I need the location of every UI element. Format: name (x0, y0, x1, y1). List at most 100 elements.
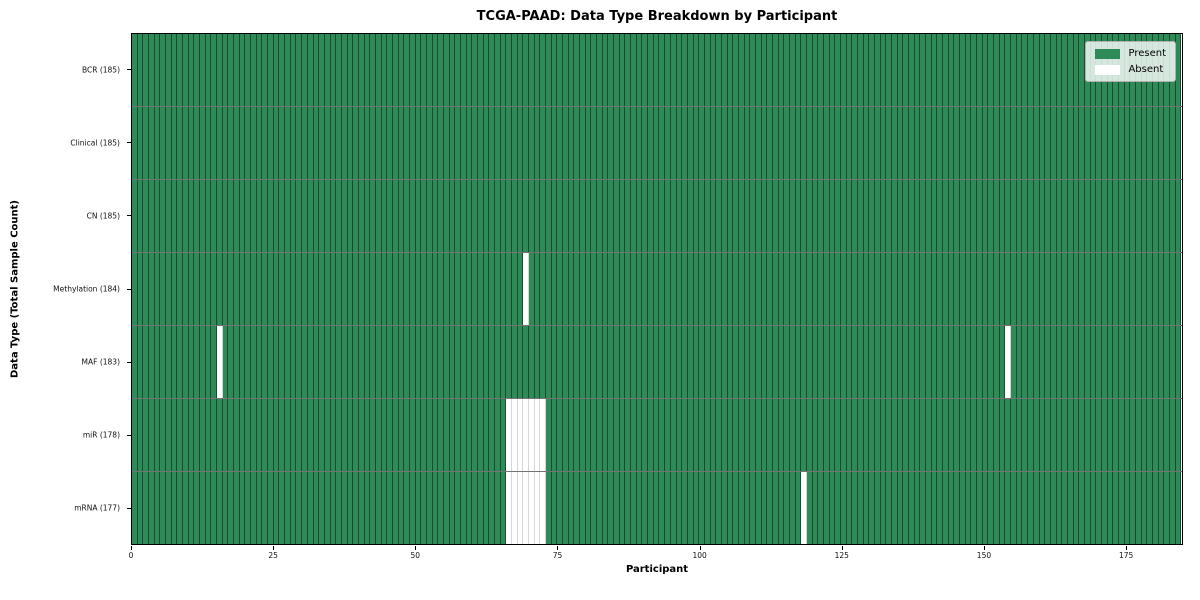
present-cell (636, 472, 643, 544)
present-cell (177, 472, 184, 544)
present-cell (472, 326, 478, 398)
present-cell (875, 34, 881, 106)
present-cell (375, 107, 382, 179)
present-cell (313, 399, 320, 471)
present-cell (341, 326, 348, 398)
present-cell (801, 107, 807, 179)
present-cell (982, 180, 989, 252)
present-cell (489, 253, 495, 325)
present-cell (353, 107, 359, 179)
present-cell (926, 326, 932, 398)
present-cell (880, 472, 887, 544)
present-cell (784, 253, 790, 325)
present-cell (290, 472, 297, 544)
present-cell (1084, 326, 1091, 398)
y-axis-tick-labels: BCR (185) Clinical (185) CN (185) Methylati… (0, 33, 131, 545)
present-cell (392, 399, 399, 471)
present-cell (1067, 472, 1074, 544)
present-cell (1056, 326, 1063, 398)
present-cell (1022, 326, 1029, 398)
present-cell (608, 180, 615, 252)
present-cell (251, 253, 257, 325)
present-cell (137, 472, 144, 544)
present-cell (806, 34, 813, 106)
present-cell (943, 34, 949, 106)
present-cell (296, 472, 303, 544)
present-cell (614, 399, 620, 471)
present-cell (631, 472, 637, 544)
present-cell (721, 472, 728, 544)
present-cell (784, 180, 790, 252)
y-tick-label-bcr: BCR (185) (81, 65, 120, 75)
present-cell (965, 472, 972, 544)
present-cell (619, 253, 626, 325)
present-cell (931, 399, 938, 471)
present-cell (744, 472, 751, 544)
present-cell (789, 326, 796, 398)
present-cell (364, 472, 371, 544)
present-cell (398, 472, 405, 544)
present-cell (710, 326, 717, 398)
present-cell (631, 326, 637, 398)
present-cell (693, 326, 700, 398)
present-cell (330, 253, 337, 325)
present-cell (205, 253, 212, 325)
present-cell (648, 253, 654, 325)
present-cell (755, 253, 762, 325)
present-cell (744, 34, 751, 106)
present-cell (160, 34, 167, 106)
present-cell (500, 472, 507, 544)
present-cell (171, 472, 178, 544)
present-cell (188, 180, 195, 252)
present-cell (614, 326, 620, 398)
present-cell (909, 34, 915, 106)
present-cell (1033, 107, 1040, 179)
present-cell (994, 472, 1000, 544)
present-cell (835, 107, 841, 179)
present-cell (455, 253, 461, 325)
present-cell (631, 253, 637, 325)
present-cell (205, 326, 212, 398)
absent-cell (801, 472, 807, 544)
present-cell (563, 34, 569, 106)
present-cell (886, 34, 893, 106)
present-cell (546, 326, 552, 398)
present-cell (806, 180, 813, 252)
present-cell (302, 180, 308, 252)
present-cell (597, 253, 603, 325)
present-cell (977, 326, 983, 398)
present-cell (789, 180, 796, 252)
y-tick-mark (127, 69, 131, 71)
present-cell (608, 399, 615, 471)
present-cell (914, 399, 921, 471)
present-cell (574, 472, 581, 544)
present-cell (557, 34, 564, 106)
present-cell (149, 399, 155, 471)
present-cell (880, 326, 887, 398)
present-cell (1147, 472, 1153, 544)
present-cell (880, 399, 887, 471)
present-cell (392, 180, 399, 252)
present-cell (875, 326, 881, 398)
present-cell (268, 34, 274, 106)
present-cell (449, 107, 456, 179)
present-cell (738, 107, 745, 179)
present-cell (307, 180, 314, 252)
present-cell (409, 107, 416, 179)
x-tick-label: 150 (976, 551, 992, 560)
present-cell (619, 34, 626, 106)
present-cell (200, 399, 206, 471)
present-cell (971, 399, 978, 471)
present-cell (585, 107, 592, 179)
present-cell (523, 326, 530, 398)
present-cell (307, 253, 314, 325)
present-cell (563, 107, 569, 179)
present-cell (347, 326, 354, 398)
present-cell (273, 399, 280, 471)
present-cell (954, 34, 961, 106)
present-cell (177, 326, 184, 398)
present-cell (704, 399, 711, 471)
present-cell (404, 399, 410, 471)
present-cell (869, 472, 876, 544)
present-cell (1011, 34, 1017, 106)
